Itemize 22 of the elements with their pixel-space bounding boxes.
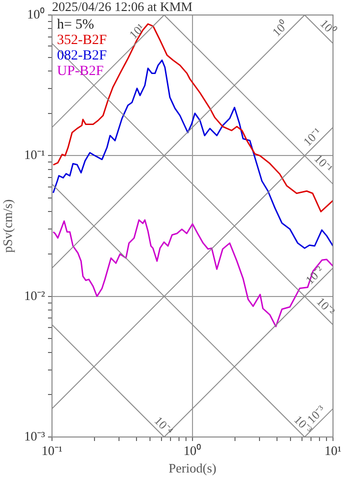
y-tick-label: 10⁻³ (24, 428, 46, 444)
text: 082-B2F (57, 48, 107, 64)
x-tick-label: 10¹ (324, 443, 342, 458)
text: UP-B2F (57, 64, 104, 80)
annotation: 10⁰ (269, 18, 291, 40)
annotation: 10⁻¹ (312, 151, 336, 176)
annotation: 10⁻⁴ (152, 414, 176, 438)
y-tick-label: 10⁻¹ (24, 147, 46, 162)
chart-title: 2025/04/26 12:06 at KMM (52, 0, 193, 14)
annotation: 10¹ (126, 20, 148, 42)
annotation: 10⁻¹ (300, 124, 324, 149)
x-tick-label: 10⁰ (184, 443, 202, 458)
series-label: 352-B2F (57, 33, 107, 48)
annotation: 10⁻² (302, 263, 327, 288)
y-tick-label: 10⁻² (24, 288, 46, 303)
y-axis-title: pSv(cm/s) (0, 199, 16, 253)
annotation: h= 5% (57, 18, 94, 33)
x-tick-label: 10⁻¹ (42, 443, 63, 458)
y-tick-label: 10⁰ (27, 6, 45, 22)
annotation: 10⁻² (314, 294, 338, 319)
x-axis-title: Period(s) (168, 460, 216, 476)
annotation: 10⁰ (317, 16, 339, 38)
